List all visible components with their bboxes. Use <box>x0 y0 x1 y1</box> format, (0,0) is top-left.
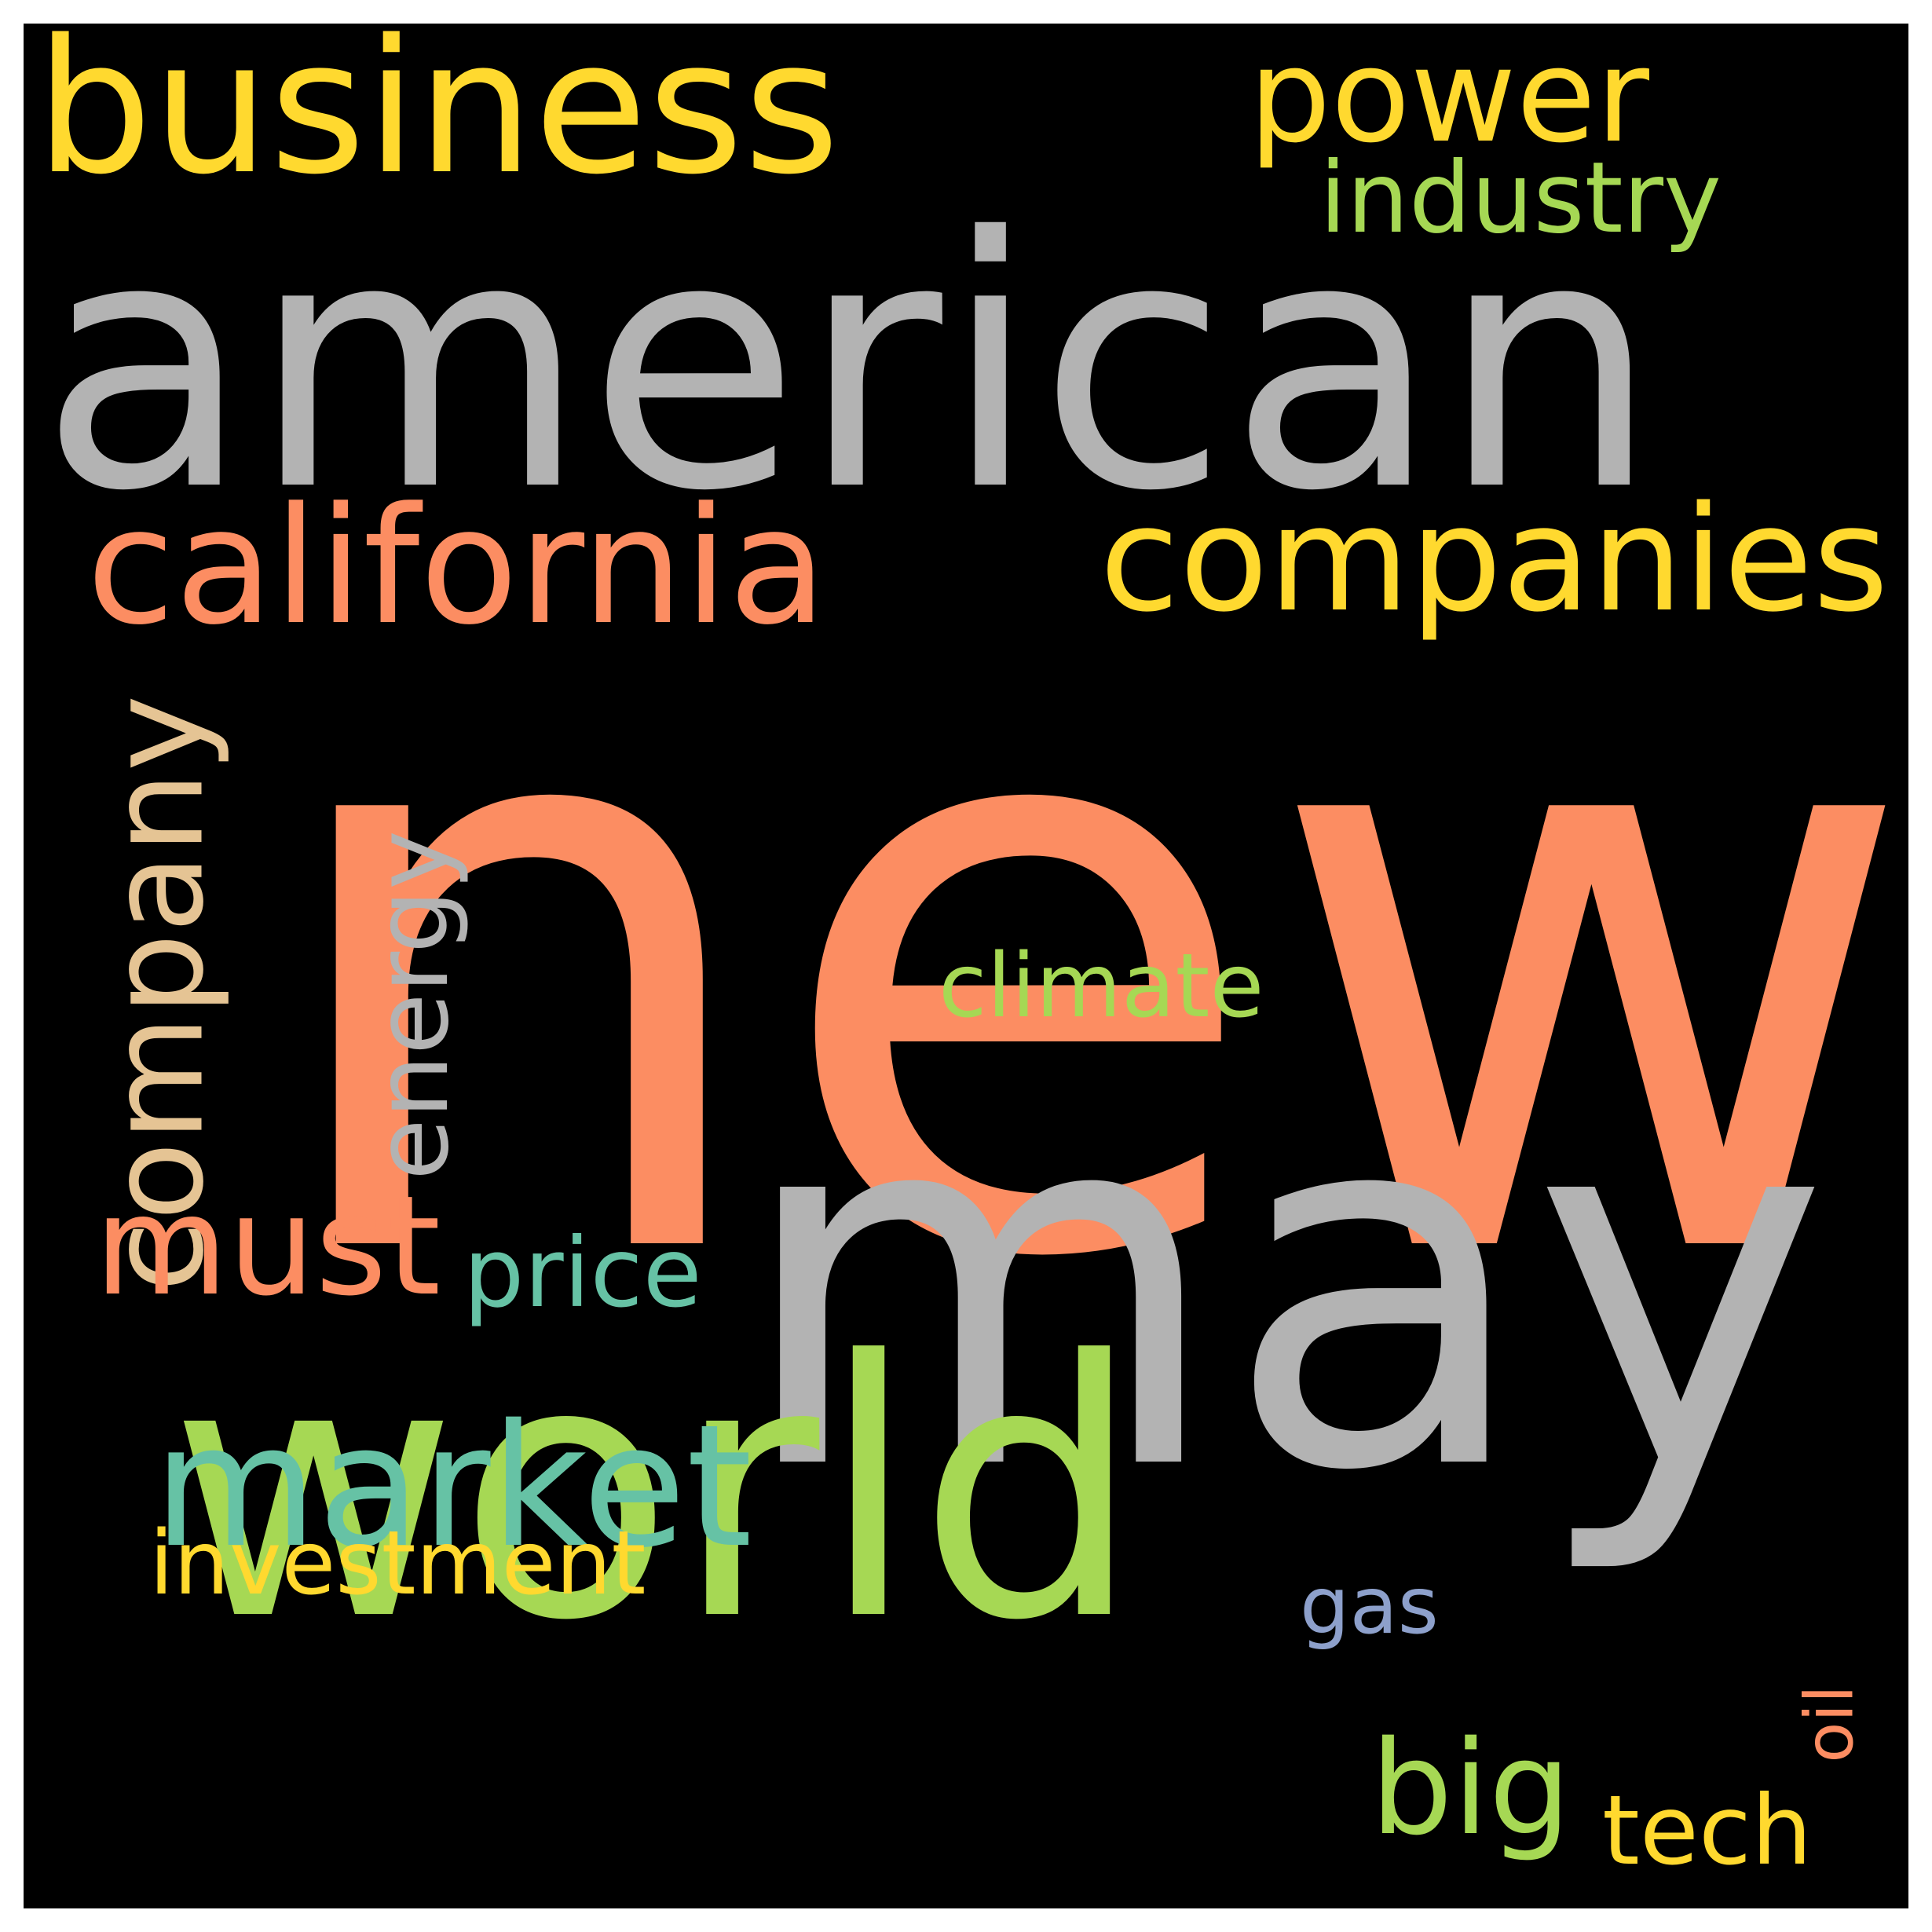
word-power: power <box>1249 24 1649 171</box>
word-climate: climate <box>939 935 1264 1037</box>
word-big: big <box>1370 1713 1572 1864</box>
word-may: may <box>734 995 1830 1580</box>
word-california: california <box>86 474 828 660</box>
word-energy: energy <box>354 830 471 1180</box>
word-investment: investment <box>149 1513 646 1615</box>
word-tech: tech <box>1602 1775 1813 1886</box>
word-gas: gas <box>1300 1560 1439 1652</box>
word-new: new <box>263 499 1908 1433</box>
word-price: price <box>463 1217 702 1329</box>
word-oil: oil <box>1791 1685 1869 1763</box>
word-business: business <box>35 24 840 215</box>
word-must: must <box>94 1167 441 1326</box>
word-market: market <box>153 1388 752 1585</box>
word-world: world <box>169 1286 1143 1698</box>
word-cloud: new american may world business californ… <box>24 24 1908 1908</box>
word-american: american <box>39 164 1659 566</box>
word-industry: industry <box>1319 141 1722 255</box>
word-companies: companies <box>1100 474 1889 644</box>
